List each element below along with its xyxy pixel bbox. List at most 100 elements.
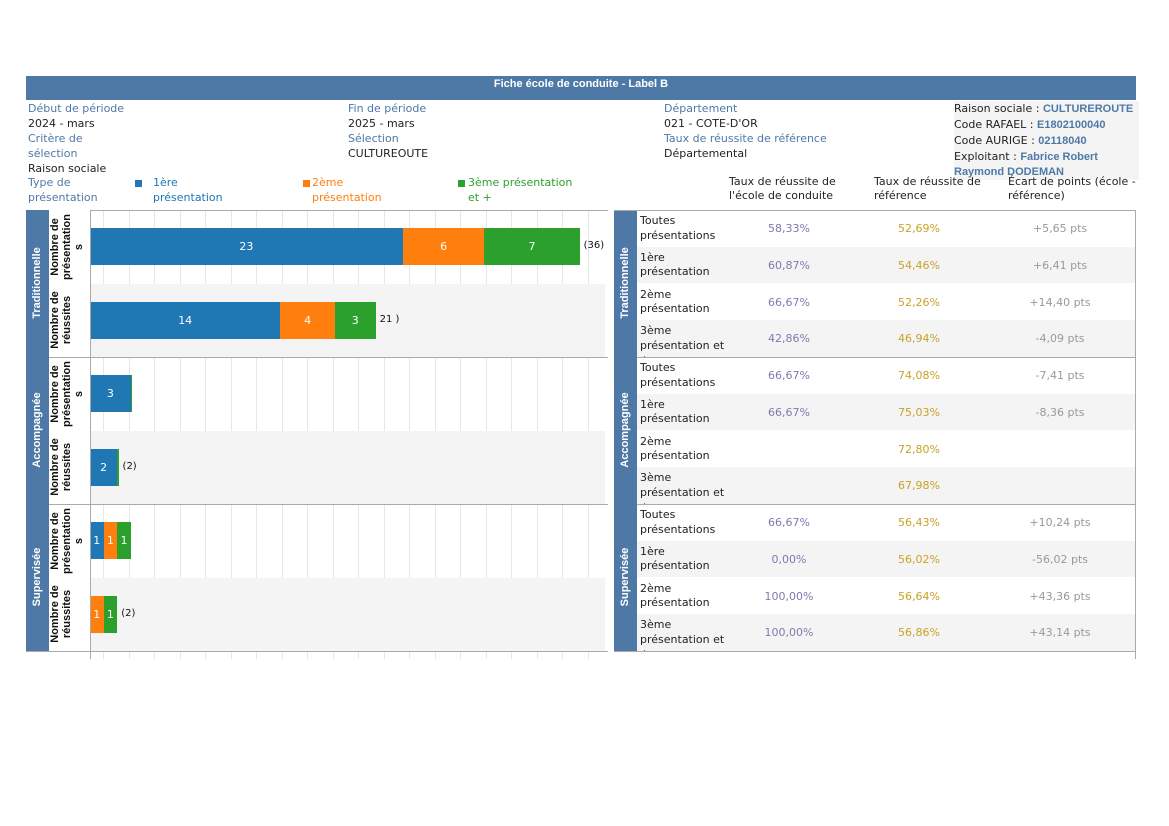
legend-item-2-line1: 2ème	[312, 176, 344, 189]
grid-line	[154, 210, 155, 659]
grid-line	[460, 210, 461, 659]
point-gap-value: +10,24 pts	[1029, 516, 1091, 529]
report-title: Fiche école de conduite - Label B	[26, 76, 1136, 100]
bar-segment-2-0-2: 1	[117, 522, 131, 559]
reference-rate-value: 52,26%	[898, 295, 940, 309]
group-separator	[26, 651, 608, 652]
point-gap-value: +6,41 pts	[1032, 258, 1088, 272]
school-rate-value: 60,87%	[768, 258, 810, 272]
grid-line	[587, 210, 589, 659]
table-separator	[614, 651, 1136, 652]
grid-line	[103, 210, 104, 659]
school-rate-value: 66,67%	[768, 295, 810, 309]
rate-row-label: 3ème présentation et +	[640, 618, 725, 651]
group-separator	[26, 357, 608, 358]
grid-line	[383, 210, 385, 659]
operator-label: Exploitant :	[954, 150, 1021, 163]
row-band	[90, 283, 605, 357]
grid-line	[536, 210, 538, 659]
reference-rate-value: 56,43%	[898, 516, 940, 529]
table-right-border	[1135, 210, 1136, 659]
reference-rate-value: 72,80%	[898, 442, 940, 456]
grid-line	[332, 210, 334, 659]
operator-value-2: Raymond DODEMAN	[954, 166, 1065, 178]
row-label: Nombre de réussites	[49, 585, 73, 643]
company-value: CULTUREROUTE	[1042, 103, 1134, 115]
row-band	[90, 577, 605, 651]
criteria-label-1: Critère de	[28, 132, 83, 145]
table-group-label: Supervisée	[619, 547, 631, 606]
school-rate-value: 42,86%	[768, 332, 810, 346]
group-label: Accompagnée	[31, 391, 43, 468]
table-band	[637, 394, 1135, 430]
rafael-label: Code RAFAEL :	[954, 118, 1037, 131]
group-separator	[26, 504, 608, 505]
table-group-label: Traditionnelle	[619, 246, 631, 319]
point-gap-value: +43,14 pts	[1029, 626, 1091, 640]
point-gap-value: -4,09 pts	[1035, 332, 1085, 346]
reference-rate-value: 67,98%	[898, 479, 940, 493]
reference-rate-value: 46,94%	[898, 332, 940, 346]
criteria-label-2: sélection	[28, 147, 78, 160]
rafael-value: E1802100040	[1037, 119, 1106, 131]
bar-segment-2-0-0: 1	[90, 522, 104, 559]
grid-line	[281, 210, 283, 659]
row-band	[90, 430, 605, 504]
reference-rate-value: 54,46%	[898, 258, 940, 272]
legend-title: Type de présentation	[28, 175, 98, 205]
legend-swatch-1	[135, 180, 142, 187]
table-group-sidebar	[614, 210, 637, 357]
reference-rate-label: Taux de réussite de référence	[664, 132, 827, 145]
legend-item-2: 2ème présentation	[312, 175, 382, 205]
period-end-block: Fin de période 2025 - mars Sélection CUL…	[348, 101, 428, 161]
bar-segment-0-1-1: 4	[280, 301, 335, 339]
bar-total-label: (36)	[583, 240, 605, 251]
bar-total-label: 21 )	[379, 313, 400, 325]
table-band	[637, 541, 1135, 577]
rate-row-label: Toutes présentations	[640, 214, 716, 242]
rate-row-label: 2ème présentation	[640, 434, 710, 463]
bar-segment-1-1-2	[117, 448, 119, 486]
row-label: Nombre de présentation s	[49, 507, 85, 574]
table-separator	[614, 504, 1136, 505]
header-point-gap-1: Écart de points (école -	[1008, 175, 1136, 188]
bar-segment-2-1-2: 1	[103, 595, 118, 633]
company-label: Raison sociale :	[954, 102, 1043, 115]
point-gap-value: +5,65 pts	[1032, 222, 1088, 235]
table-band	[637, 467, 1135, 504]
rate-row-label: Toutes présentations	[640, 508, 716, 536]
point-gap-value: -56,02 pts	[1032, 552, 1088, 566]
grid-line	[562, 210, 563, 659]
table-top-border	[614, 210, 1136, 211]
rate-row-label: Toutes présentations	[640, 361, 716, 389]
bar-segment-0-0-2: 7	[484, 228, 580, 265]
bar-segment-2-1-1: 1	[90, 595, 104, 633]
rate-row-label: 1ère présentation	[640, 544, 710, 573]
department-block: Département 021 - COTE-D'OR Taux de réus…	[664, 101, 827, 161]
point-gap-value: +43,36 pts	[1029, 589, 1091, 603]
row-label: Nombre de réussites	[49, 438, 73, 496]
rate-row-label: 3ème présentation et +	[640, 324, 725, 357]
bar-segment-0-0-1: 6	[402, 228, 485, 265]
selection-label: Sélection	[348, 132, 399, 145]
group-label: Traditionnelle	[31, 246, 43, 319]
period-end-value: 2025 - mars	[348, 117, 415, 130]
row-label: Nombre de réussites	[49, 291, 73, 349]
grid-line	[128, 210, 130, 659]
legend-item-1-line1: 1ère	[153, 176, 178, 189]
legend-item-1-line2: présentation	[153, 191, 223, 204]
legend-item-2-line2: présentation	[312, 191, 382, 204]
group-sidebar	[26, 357, 49, 504]
header-school-rate: Taux de réussite de l'école de conduite	[729, 175, 836, 203]
legend-title-2: présentation	[28, 191, 98, 204]
school-rate-value: 66,67%	[768, 516, 810, 529]
table-band	[637, 320, 1135, 357]
bar-segment-1-0-0: 3	[90, 375, 131, 412]
legend-title-1: Type de	[28, 176, 71, 189]
header-school-rate-2: l'école de conduite	[729, 189, 834, 202]
rate-row-label: 2ème présentation	[640, 287, 710, 316]
table-band	[637, 614, 1135, 651]
operator-value-1: Fabrice Robert	[1020, 151, 1098, 163]
grid-line	[511, 210, 512, 659]
rate-row-label: 1ère présentation	[640, 250, 710, 279]
